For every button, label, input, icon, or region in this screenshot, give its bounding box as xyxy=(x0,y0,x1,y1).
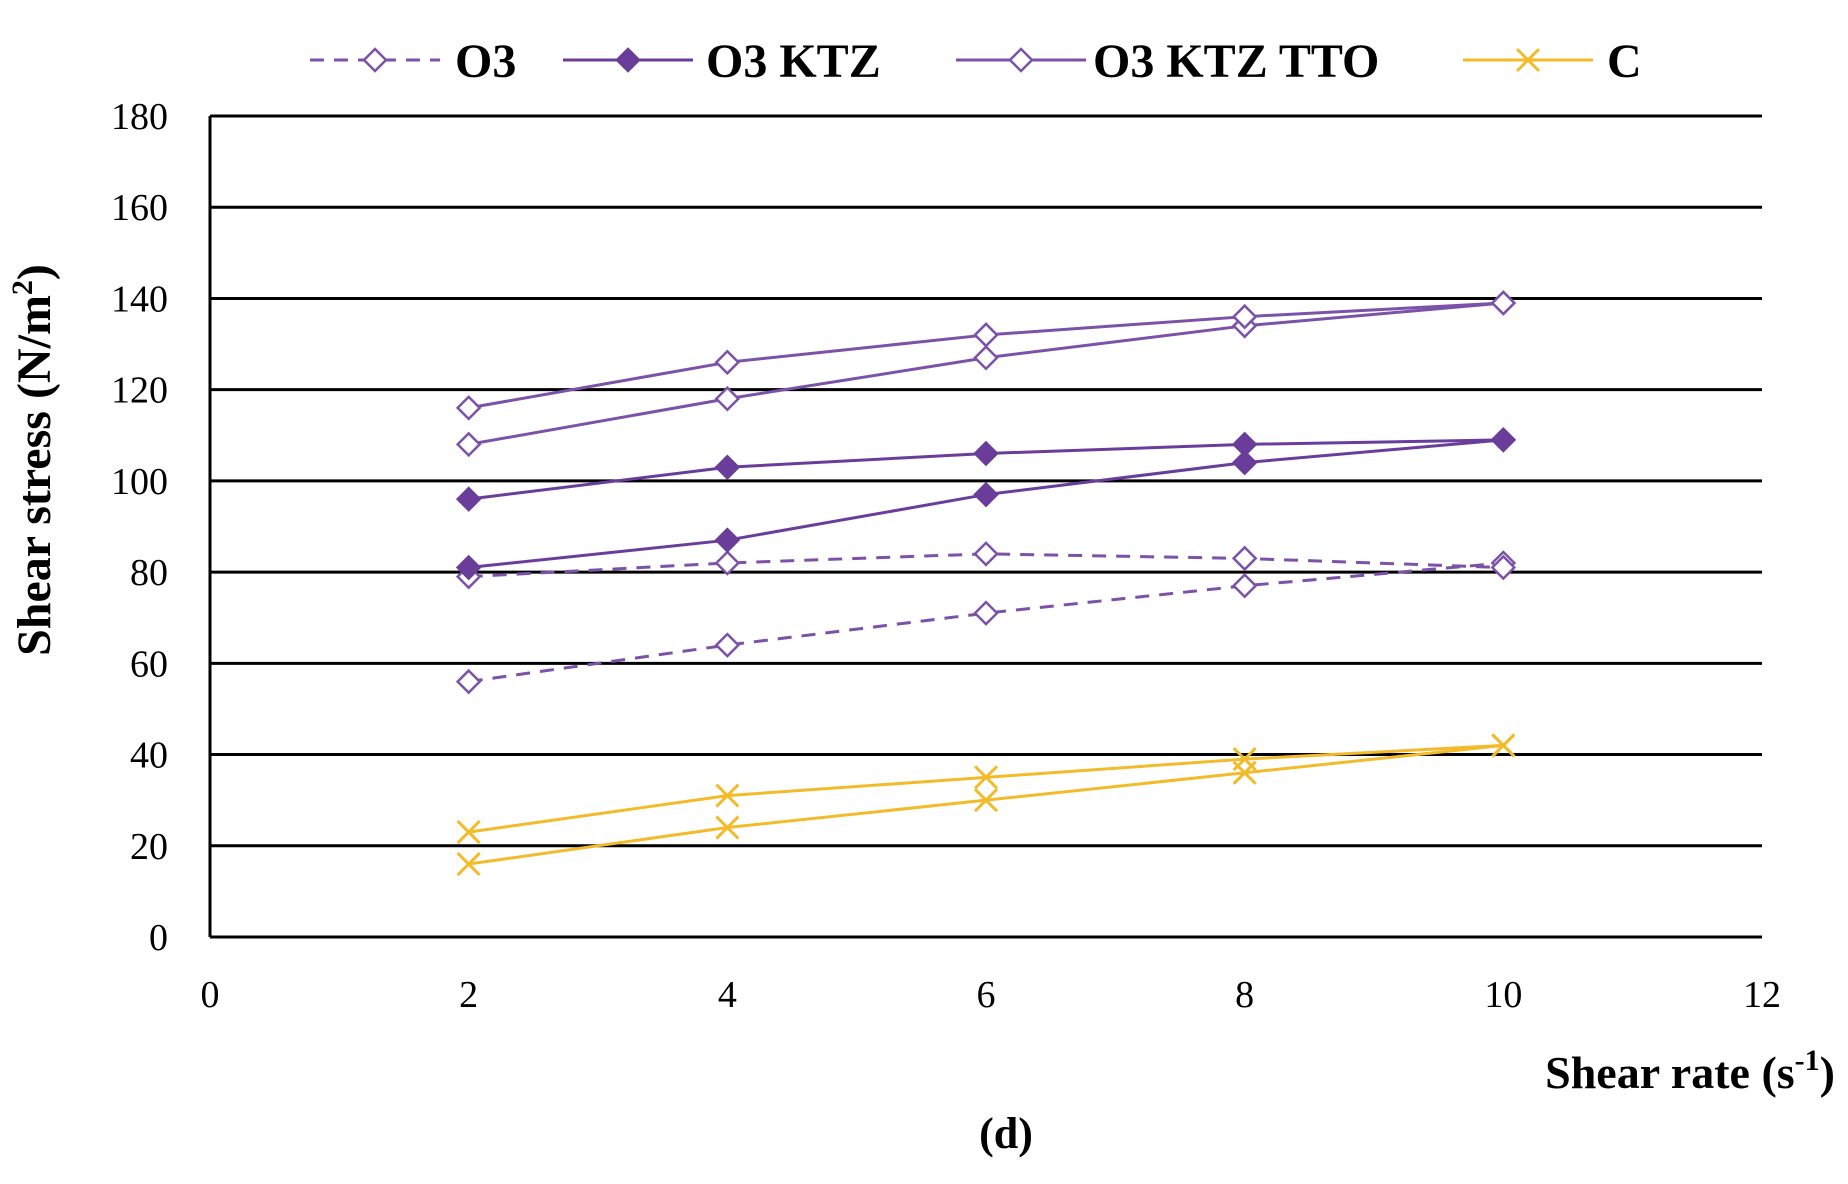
legend-marker-c xyxy=(1515,47,1541,73)
legend-item-o3-ktz: O3 KTZ xyxy=(563,35,881,88)
series-o3-ktz-tto-point-1-2 xyxy=(455,431,482,458)
legend-label-o3-ktz: O3 KTZ xyxy=(706,35,881,88)
series-o3-ktz-point-1-4 xyxy=(714,527,741,553)
y-axis-title: Shear stress (N/m2) xyxy=(6,264,61,656)
series-c-point-1-2 xyxy=(456,851,481,877)
series-c-point-2-2 xyxy=(456,820,481,845)
x-axis-title-text: Shear rate (s xyxy=(1545,1047,1795,1098)
series-o3-ktz-tto-point-1-4 xyxy=(714,386,741,412)
legend-item-o3-ktz-tto: O3 KTZ TTO xyxy=(956,35,1379,88)
series-o3-point-1-6 xyxy=(973,600,999,626)
x-tick-label-4: 4 xyxy=(718,974,737,1016)
series-c-point-1-4 xyxy=(715,815,740,840)
series-o3-ktz-point-2-6 xyxy=(973,440,999,467)
legend-item-c: C xyxy=(1463,35,1642,88)
x-tick-label-6: 6 xyxy=(977,974,996,1016)
series-o3-ktz-tto-point-2-4 xyxy=(714,349,741,376)
x-axis-title: Shear rate (s-1) xyxy=(1545,1044,1835,1098)
series-o3-ktz-point-2-8 xyxy=(1231,431,1258,458)
series-c xyxy=(456,733,1516,877)
series-c-point-2-8 xyxy=(1232,747,1257,772)
legend-label-o3: O3 xyxy=(455,35,516,88)
series-o3-point-2-8 xyxy=(1231,545,1258,572)
series-c-point-2-4 xyxy=(715,783,740,808)
y-axis-title-end: ) xyxy=(8,264,61,280)
y-tick-label-120: 120 xyxy=(111,370,168,412)
y-tick-label-180: 180 xyxy=(111,96,168,138)
y-axis-title-sup: 2 xyxy=(6,280,39,295)
series-o3-point-1-2 xyxy=(455,668,482,695)
legend-marker-o3-ktz-tto xyxy=(1008,47,1034,73)
y-tick-label-160: 160 xyxy=(111,187,168,229)
series-c-point-2-6 xyxy=(973,765,999,790)
series-c-point-1-6 xyxy=(973,788,999,813)
y-tick-label-80: 80 xyxy=(130,552,168,594)
series-o3-ktz-tto xyxy=(455,290,1517,458)
y-tick-label-0: 0 xyxy=(149,917,168,959)
series-o3-ktz-tto-point-2-2 xyxy=(455,395,482,421)
y-tick-label-40: 40 xyxy=(130,735,168,777)
legend-label-c: C xyxy=(1607,35,1642,88)
x-tick-labels: 0 2 4 6 8 10 12 xyxy=(201,974,1782,1016)
series-o3-ktz-point-2-10 xyxy=(1490,427,1517,453)
series-o3-ktz-point-1-8 xyxy=(1231,449,1258,476)
series-o3-point-2-6 xyxy=(973,541,999,567)
series-o3-ktz-point-1-2 xyxy=(455,554,482,581)
x-tick-label-12: 12 xyxy=(1743,974,1781,1016)
series-c-point-2-10 xyxy=(1491,733,1516,758)
y-tick-label-100: 100 xyxy=(111,461,168,503)
x-tick-label-10: 10 xyxy=(1484,974,1522,1016)
series-o3-ktz-point-1-6 xyxy=(973,481,999,508)
y-tick-label-60: 60 xyxy=(130,643,168,685)
series-o3-ktz-point-2-4 xyxy=(714,454,741,480)
legend: O3 O3 KTZ O3 KTZ TTO C xyxy=(310,35,1642,88)
series-o3-ktz-tto-point-2-10 xyxy=(1490,290,1517,316)
x-tick-label-2: 2 xyxy=(459,974,478,1016)
series-o3-ktz-tto-point-2-8 xyxy=(1231,303,1258,330)
y-tick-labels: 0 20 40 60 80 100 120 140 160 180 xyxy=(111,96,168,959)
legend-item-o3: O3 xyxy=(310,35,516,88)
series-o3-point-1-8 xyxy=(1231,573,1258,599)
legend-label-o3-ktz-tto: O3 KTZ TTO xyxy=(1093,35,1379,88)
x-tick-label-8: 8 xyxy=(1235,974,1254,1016)
legend-marker-o3 xyxy=(362,47,388,73)
series-o3-line-1 xyxy=(468,561,1504,684)
series-o3-point-1-4 xyxy=(714,632,741,658)
figure-caption: (d) xyxy=(979,1109,1033,1158)
series-o3-point-2-4 xyxy=(714,550,741,576)
y-tick-label-20: 20 xyxy=(130,826,168,868)
series-o3-point-2-10 xyxy=(1490,554,1517,581)
y-tick-label-140: 140 xyxy=(111,278,168,320)
legend-marker-o3-ktz xyxy=(615,47,641,73)
y-axis-title-text: Shear stress (N/m xyxy=(8,295,61,656)
data-series xyxy=(455,290,1517,877)
x-tick-label-0: 0 xyxy=(201,974,220,1016)
x-axis-title-sup: -1 xyxy=(1795,1044,1820,1077)
series-o3 xyxy=(455,541,1517,695)
series-o3-ktz-tto-point-2-6 xyxy=(973,322,999,348)
series-o3-ktz-point-2-2 xyxy=(455,486,482,512)
axes xyxy=(208,116,1762,939)
series-o3-ktz-tto-point-1-6 xyxy=(973,344,999,371)
series-o3-ktz xyxy=(455,427,1517,581)
x-axis-title-end: ) xyxy=(1820,1047,1835,1098)
